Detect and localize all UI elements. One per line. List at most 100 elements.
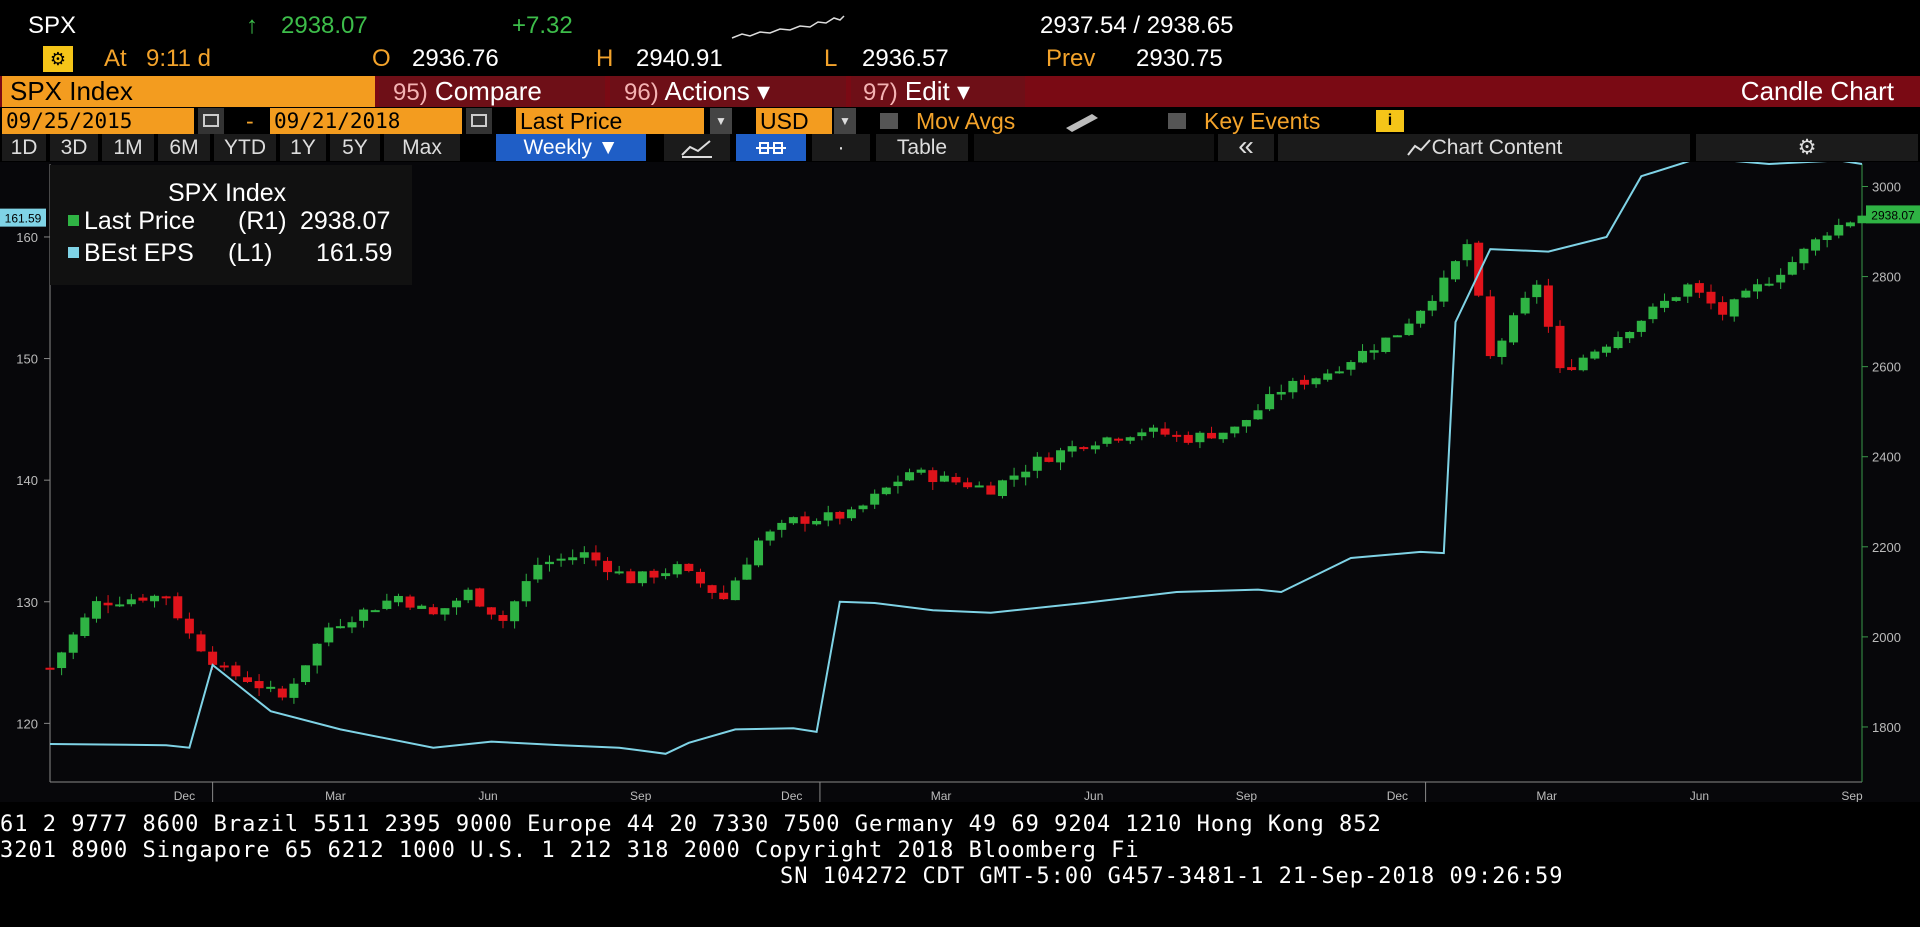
candle-up [463, 589, 473, 601]
candle-up [544, 561, 554, 565]
candle-down [951, 476, 961, 483]
candle-down [1543, 285, 1553, 327]
candle-down [707, 585, 717, 593]
x-month-label: Jun [1690, 789, 1709, 802]
candle-down [649, 570, 659, 578]
candle-up [1578, 357, 1588, 371]
candle-up [1358, 350, 1368, 363]
low-label: L [824, 45, 838, 72]
line-chart-icon[interactable] [664, 134, 730, 161]
table-button[interactable]: Table [876, 134, 968, 161]
candle-up [1427, 300, 1437, 311]
candle-down [963, 482, 973, 488]
low-value: 2936.57 [862, 45, 949, 72]
actions-button[interactable]: 96) Actions ▾ [610, 76, 846, 107]
start-date-input[interactable]: 09/25/2015 [2, 108, 194, 134]
candle-up [1799, 248, 1809, 264]
axis-tags: 161.59 2938.07 [0, 205, 1920, 227]
candle-up [1032, 456, 1042, 471]
up-arrow-icon: ↑ [246, 12, 258, 39]
candle-up [754, 540, 764, 566]
candle-down [1694, 283, 1704, 293]
right-tick-label: 2800 [1872, 270, 1901, 285]
period-button-3d[interactable]: 3D [50, 134, 98, 161]
period-button-5y[interactable]: 5Y [330, 134, 380, 161]
candle-up [91, 601, 101, 619]
currency-select[interactable]: USD [756, 108, 832, 134]
gauge-icon[interactable]: ⚙ [43, 46, 73, 72]
candle-up [1811, 239, 1821, 251]
candle-up [1636, 320, 1646, 332]
x-month-label: Mar [325, 789, 346, 802]
mov-avgs-label[interactable]: Mov Avgs [916, 108, 1016, 134]
candle-up [80, 617, 90, 637]
candle-up [1323, 373, 1333, 380]
candle-down [45, 667, 55, 670]
candle-up [1450, 261, 1460, 280]
actions-number: 96) [624, 79, 659, 106]
intraday-sparkline [731, 15, 845, 39]
end-date-input[interactable]: 09/21/2018 [270, 108, 462, 134]
candle-up [1090, 445, 1100, 450]
collapse-button[interactable]: « [1218, 132, 1274, 161]
info-icon[interactable]: i [1376, 110, 1404, 132]
calendar-icon[interactable] [198, 108, 224, 134]
mov-avgs-checkbox[interactable] [880, 113, 898, 129]
candle-down [1299, 379, 1309, 385]
field-select[interactable]: Last Price [516, 108, 704, 134]
candle-up [661, 573, 671, 577]
candle-down [719, 592, 729, 600]
candle-up [916, 469, 926, 473]
period-button-1m[interactable]: 1M [102, 134, 154, 161]
chart-content-button[interactable]: Chart Content [1278, 134, 1690, 161]
x-month-label: Dec [174, 789, 195, 802]
pencil-icon[interactable] [1062, 110, 1102, 132]
candle-up [1648, 306, 1658, 320]
candle-up [788, 517, 798, 524]
key-events-checkbox[interactable] [1168, 113, 1186, 129]
chevron-down-icon[interactable]: ▼ [834, 108, 856, 134]
candle-up [1671, 297, 1681, 301]
candle-down [1079, 447, 1089, 450]
candle-up [765, 531, 775, 541]
period-button-6m[interactable]: 6M [158, 134, 210, 161]
at-time: 9:11 d [146, 45, 211, 72]
more-icon[interactable]: · [812, 134, 870, 161]
period-button-max[interactable]: Max [384, 134, 460, 161]
security-field[interactable]: SPX Index [2, 76, 375, 107]
candle-up [1288, 380, 1298, 393]
candle-up [521, 581, 531, 602]
candle-chart-icon[interactable] [736, 134, 806, 161]
chart-legend[interactable]: SPX Index Last Price (R1) 2938.07 BEst E… [50, 165, 412, 285]
candle-down [1207, 432, 1217, 439]
period-button-1y[interactable]: 1Y [280, 134, 326, 161]
candle-up [1021, 471, 1031, 478]
x-month-label: Sep [1841, 789, 1863, 802]
date-dash: - [246, 108, 254, 134]
x-month-label: Sep [1236, 789, 1258, 802]
candle-up [1102, 437, 1112, 444]
candle-up [266, 686, 276, 689]
x-month-label: Dec [1387, 789, 1408, 802]
candle-up [556, 558, 566, 561]
period-button-ytd[interactable]: YTD [214, 134, 276, 161]
candle-up [1834, 224, 1844, 236]
candle-up [312, 643, 322, 666]
candle-up [1137, 432, 1147, 437]
candle-up [997, 480, 1007, 497]
key-events-label[interactable]: Key Events [1204, 108, 1321, 134]
frequency-dropdown[interactable]: Weekly ▼ [496, 134, 646, 161]
candle-up [1497, 340, 1507, 357]
gear-icon[interactable]: ⚙ [1696, 134, 1918, 161]
candle-down [928, 470, 938, 483]
candle-up [150, 595, 160, 602]
legend-eps-axis: (L1) [228, 239, 273, 267]
chevron-down-icon[interactable]: ▼ [710, 108, 732, 134]
period-button-1d[interactable]: 1D [2, 134, 46, 161]
calendar-icon[interactable] [466, 108, 492, 134]
candle-up [742, 564, 752, 580]
candle-up [777, 522, 787, 530]
edit-button[interactable]: 97) Edit ▾ [851, 76, 1025, 107]
candle-down [1474, 242, 1484, 296]
compare-button[interactable]: 95) Compare [379, 76, 605, 107]
